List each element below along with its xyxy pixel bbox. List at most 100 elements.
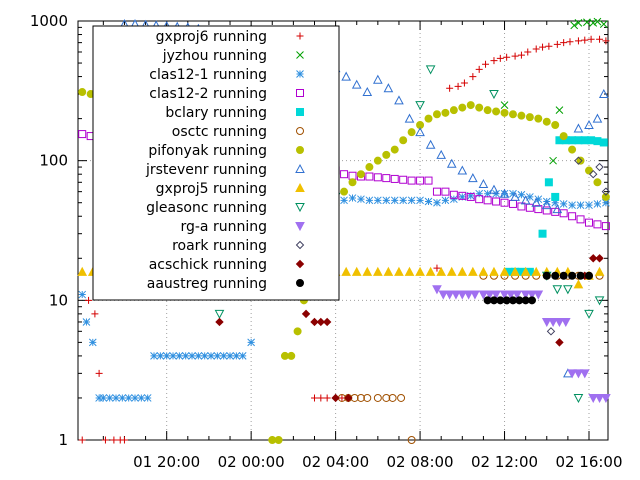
data-point xyxy=(546,327,556,336)
data-point xyxy=(274,436,283,444)
data-point xyxy=(432,285,442,295)
data-point xyxy=(232,352,241,360)
legend: gxproj6 running jyzhou running clas12-1 ru… xyxy=(92,25,340,301)
data-point xyxy=(499,290,510,300)
y-tick-label: 100 xyxy=(39,152,68,170)
data-point xyxy=(499,188,510,198)
data-point xyxy=(458,193,467,201)
data-point xyxy=(539,43,547,51)
data-point xyxy=(424,114,433,123)
data-point xyxy=(483,189,492,198)
data-point xyxy=(500,108,509,117)
data-point xyxy=(215,317,224,327)
data-point xyxy=(457,290,468,300)
data-point xyxy=(553,40,561,48)
data-point xyxy=(559,209,568,218)
data-point xyxy=(589,18,598,27)
data-point xyxy=(348,171,357,180)
x-tick-label: 02 04:00 xyxy=(302,453,369,471)
legend-label: gxproj6 running xyxy=(156,29,267,45)
data-point xyxy=(475,65,483,73)
data-point xyxy=(511,52,519,60)
data-point xyxy=(559,271,568,280)
legend-marker xyxy=(296,51,304,59)
data-point xyxy=(394,266,404,276)
data-point xyxy=(293,327,302,336)
data-point xyxy=(573,393,584,404)
data-point xyxy=(570,21,579,30)
data-point xyxy=(382,196,391,205)
data-point xyxy=(362,86,373,97)
data-point xyxy=(568,201,576,210)
data-point xyxy=(584,309,594,319)
data-point xyxy=(568,145,577,154)
legend-marker xyxy=(296,89,304,97)
data-point xyxy=(533,290,544,300)
data-point xyxy=(594,393,605,404)
data-point xyxy=(425,139,436,149)
data-point xyxy=(574,37,582,45)
legend-marker xyxy=(295,222,305,232)
data-point xyxy=(574,156,583,165)
legend-label: roark running xyxy=(172,238,267,254)
data-point xyxy=(95,394,103,402)
data-point xyxy=(441,196,450,205)
data-point xyxy=(602,198,610,207)
data-point xyxy=(587,35,595,43)
data-point xyxy=(549,156,557,165)
data-point xyxy=(91,310,99,318)
data-point xyxy=(390,174,399,183)
data-point xyxy=(78,436,86,444)
data-point xyxy=(584,166,593,175)
data-point xyxy=(407,436,416,444)
data-point xyxy=(491,290,501,300)
data-point xyxy=(601,187,611,196)
data-point xyxy=(373,266,383,276)
data-point xyxy=(415,266,425,276)
data-point xyxy=(538,229,547,238)
data-point xyxy=(458,103,467,112)
data-point xyxy=(446,266,457,276)
data-point xyxy=(451,290,461,300)
data-point xyxy=(510,266,520,276)
data-point xyxy=(344,393,353,403)
data-point xyxy=(394,95,404,105)
data-point xyxy=(492,189,500,198)
data-point xyxy=(583,18,591,27)
y-tick-label: 1000 xyxy=(30,12,68,30)
data-point xyxy=(124,394,133,402)
data-point xyxy=(520,195,531,205)
legend-marker xyxy=(296,70,304,78)
data-point xyxy=(301,309,311,319)
legend-label: gxproj5 running xyxy=(156,181,267,197)
data-point xyxy=(105,394,114,402)
data-point xyxy=(438,290,449,300)
legend-marker xyxy=(296,32,304,40)
data-point xyxy=(432,187,441,196)
data-point xyxy=(446,158,457,168)
data-point xyxy=(542,117,551,126)
data-point xyxy=(589,169,598,179)
data-point xyxy=(512,290,523,300)
legend-label: osctc running xyxy=(172,124,267,140)
x-tick-label: 02 16:00 xyxy=(555,453,622,471)
data-point xyxy=(432,110,441,119)
data-point xyxy=(567,369,577,379)
data-point xyxy=(441,108,450,117)
data-point xyxy=(489,266,499,276)
data-point xyxy=(85,296,93,304)
data-point xyxy=(181,352,190,360)
data-point xyxy=(450,195,458,204)
series-osctc-running xyxy=(337,271,604,444)
data-point xyxy=(194,352,203,360)
data-point xyxy=(131,394,139,402)
x-tick-label: 02 00:00 xyxy=(218,453,285,471)
data-point xyxy=(365,196,374,205)
legend-label: acschick running xyxy=(149,257,267,273)
data-point xyxy=(399,175,408,184)
data-point xyxy=(341,71,352,81)
data-point xyxy=(475,195,484,204)
data-point xyxy=(468,266,478,276)
data-point xyxy=(534,114,543,123)
